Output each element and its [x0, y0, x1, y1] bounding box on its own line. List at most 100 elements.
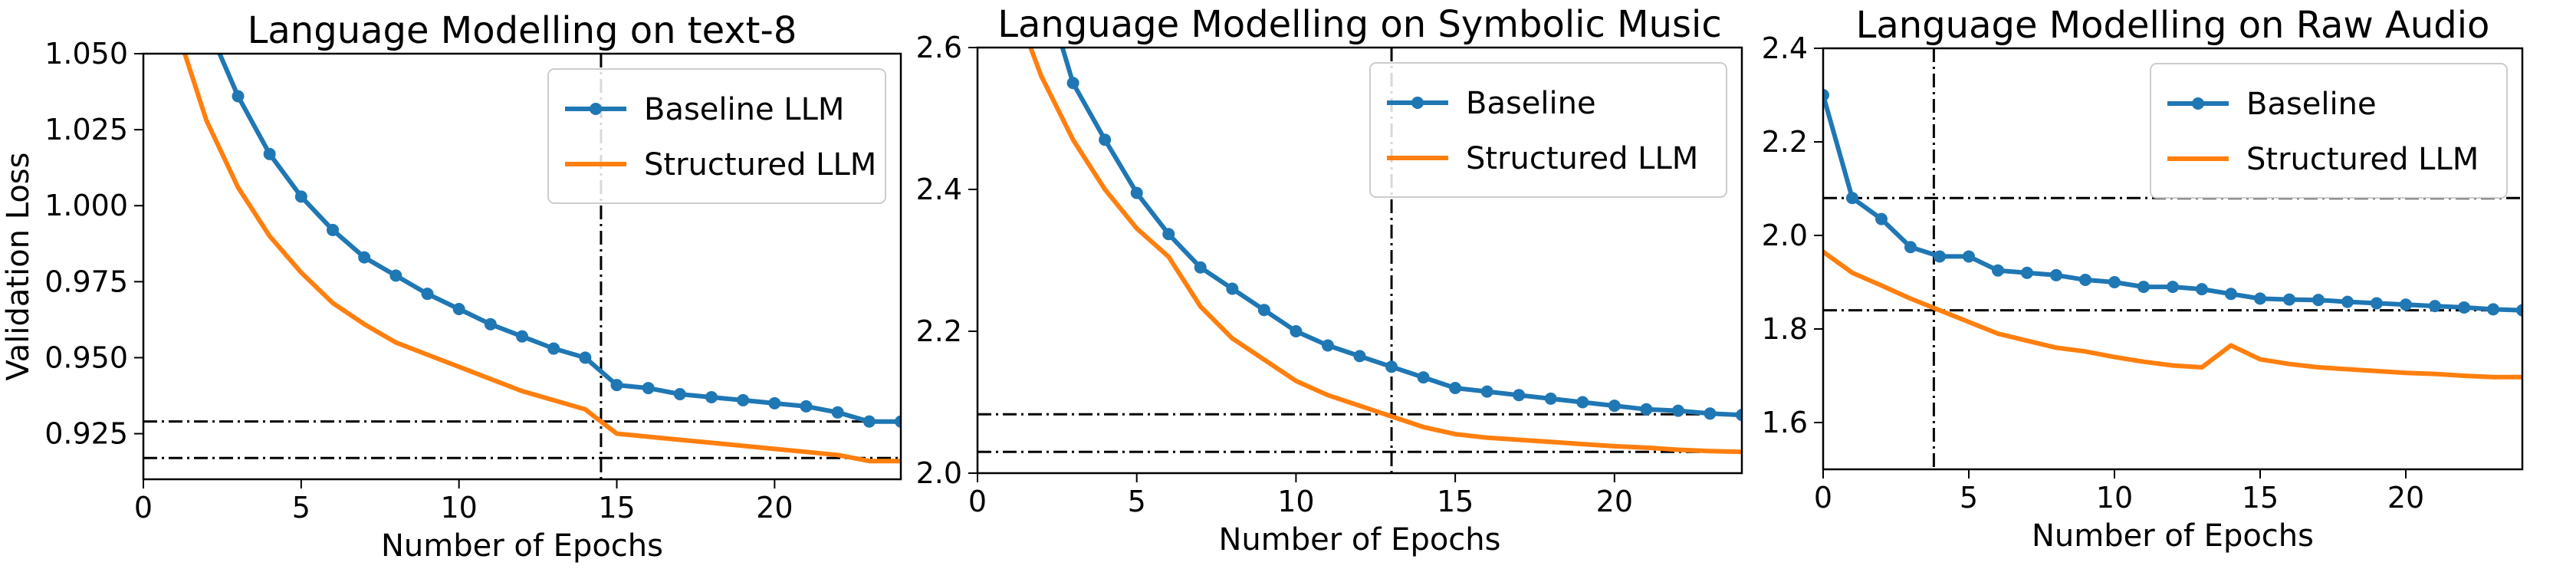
data-point	[1704, 407, 1717, 420]
data-point	[516, 330, 528, 343]
legend-label: Baseline LLM	[644, 92, 844, 127]
x-axis-label: Number of Epochs	[2032, 518, 2314, 554]
data-point	[579, 351, 592, 364]
data-point	[831, 406, 844, 419]
x-tick-label: 10	[1277, 485, 1314, 518]
x-tick-label: 0	[1814, 481, 1832, 515]
plot-frame	[976, 46, 1743, 475]
data-point	[863, 415, 876, 428]
data-point	[1099, 133, 1112, 146]
x-axis-label: Number of Epochs	[1219, 522, 1501, 557]
data-point	[263, 147, 276, 160]
data-point	[2371, 297, 2383, 310]
y-tick-label: 0.950	[44, 340, 128, 374]
data-point	[1904, 241, 1917, 254]
data-point	[2079, 273, 2091, 286]
data-point	[705, 390, 718, 403]
data-point	[547, 342, 560, 355]
data-point	[1449, 382, 1462, 394]
data-point	[358, 251, 371, 264]
data-point	[1353, 350, 1366, 363]
y-tick-label: 1.000	[44, 189, 128, 222]
data-point	[1417, 371, 1430, 384]
data-point	[610, 379, 623, 392]
legend-label: Structured LLM	[644, 147, 876, 183]
chart-title: Language Modelling on Symbolic Music	[997, 3, 1721, 46]
x-tick-label: 10	[2096, 481, 2133, 515]
x-tick-label: 20	[756, 491, 793, 525]
data-point	[1513, 389, 1526, 402]
data-point	[200, 17, 212, 29]
data-point	[1846, 192, 1858, 205]
y-tick-label: 1.8	[1762, 312, 1808, 346]
legend-label: Baseline	[1466, 86, 1596, 121]
data-point	[1321, 339, 1334, 352]
x-tick-label: 5	[1960, 481, 1978, 515]
data-point	[1576, 396, 1589, 409]
series-line-structured	[1028, 48, 1742, 455]
legend	[547, 68, 886, 204]
data-point	[2400, 298, 2412, 311]
legend-label: Structured LLM	[2246, 142, 2479, 177]
series-line-structured	[1823, 249, 2522, 380]
x-axis-label: Number of Epochs	[381, 528, 663, 564]
legend-label: Baseline	[2246, 87, 2377, 122]
x-tick-label: 5	[1128, 485, 1146, 518]
data-point	[737, 393, 750, 406]
data-point	[2196, 283, 2208, 296]
y-tick-label: 0.975	[44, 265, 128, 298]
data-point	[642, 382, 655, 395]
data-point	[2108, 276, 2121, 288]
data-point	[452, 303, 465, 315]
data-point	[1640, 403, 1653, 416]
y-tick-label: 2.0	[1762, 219, 1808, 252]
data-point	[1257, 304, 1270, 317]
x-tick-label: 20	[1596, 485, 1633, 518]
data-point	[1066, 77, 1079, 90]
x-tick-label: 0	[968, 485, 987, 518]
data-point	[1608, 400, 1621, 413]
chart-panel-1: Language Modelling on text-8 Number of Ep…	[1, 9, 902, 564]
legend-marker	[1411, 97, 1424, 109]
data-point	[2283, 293, 2295, 306]
y-tick-label: 1.6	[1762, 406, 1808, 439]
x-tick-label: 5	[292, 491, 310, 525]
data-point	[1544, 392, 1557, 405]
legend-label: Structured LLM	[1466, 141, 1698, 176]
data-point	[484, 317, 497, 331]
y-tick-label: 2.2	[1762, 125, 1808, 159]
data-point	[2458, 301, 2470, 314]
data-point	[389, 269, 402, 282]
chart-title: Language Modelling on Raw Audio	[1856, 4, 2490, 47]
chart-panel-3: Language Modelling on Raw Audio Number of…	[1762, 4, 2524, 554]
data-point	[1823, 89, 1829, 101]
x-tick-label: 0	[134, 491, 153, 525]
y-axis-label: Validation Loss	[1, 153, 36, 381]
data-point	[2487, 303, 2499, 316]
data-point	[2429, 300, 2441, 313]
data-point	[1290, 325, 1303, 337]
series-line-baseline	[217, 54, 901, 424]
data-point	[895, 415, 901, 428]
data-point	[1226, 282, 1239, 295]
chart-panel-2: Language Modelling on Symbolic Music Numb…	[916, 3, 1743, 557]
data-point	[1385, 360, 1398, 373]
data-point	[673, 388, 686, 400]
data-point	[421, 288, 434, 301]
legend	[1369, 62, 1727, 198]
data-point	[800, 400, 813, 413]
x-tick-label: 20	[2387, 481, 2424, 515]
plot-frame	[142, 52, 902, 481]
data-point	[1162, 228, 1175, 241]
data-point	[1736, 409, 1742, 422]
x-tick-label: 10	[440, 491, 477, 525]
y-tick-label: 1.025	[44, 113, 128, 146]
data-point	[1934, 250, 1946, 263]
data-point	[2021, 266, 2033, 279]
x-tick-label: 15	[598, 491, 635, 525]
data-point	[1480, 385, 1493, 398]
data-point	[2137, 281, 2150, 294]
data-point	[2516, 304, 2522, 317]
y-tick-label: 2.4	[1762, 31, 1808, 65]
data-point	[1963, 250, 1975, 263]
